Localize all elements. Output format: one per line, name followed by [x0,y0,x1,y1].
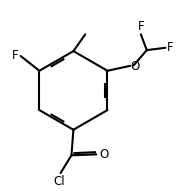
Text: F: F [12,49,18,62]
Text: F: F [167,41,174,54]
Text: O: O [99,148,108,161]
Text: F: F [138,20,144,33]
Text: O: O [131,60,140,73]
Text: Cl: Cl [54,175,65,188]
